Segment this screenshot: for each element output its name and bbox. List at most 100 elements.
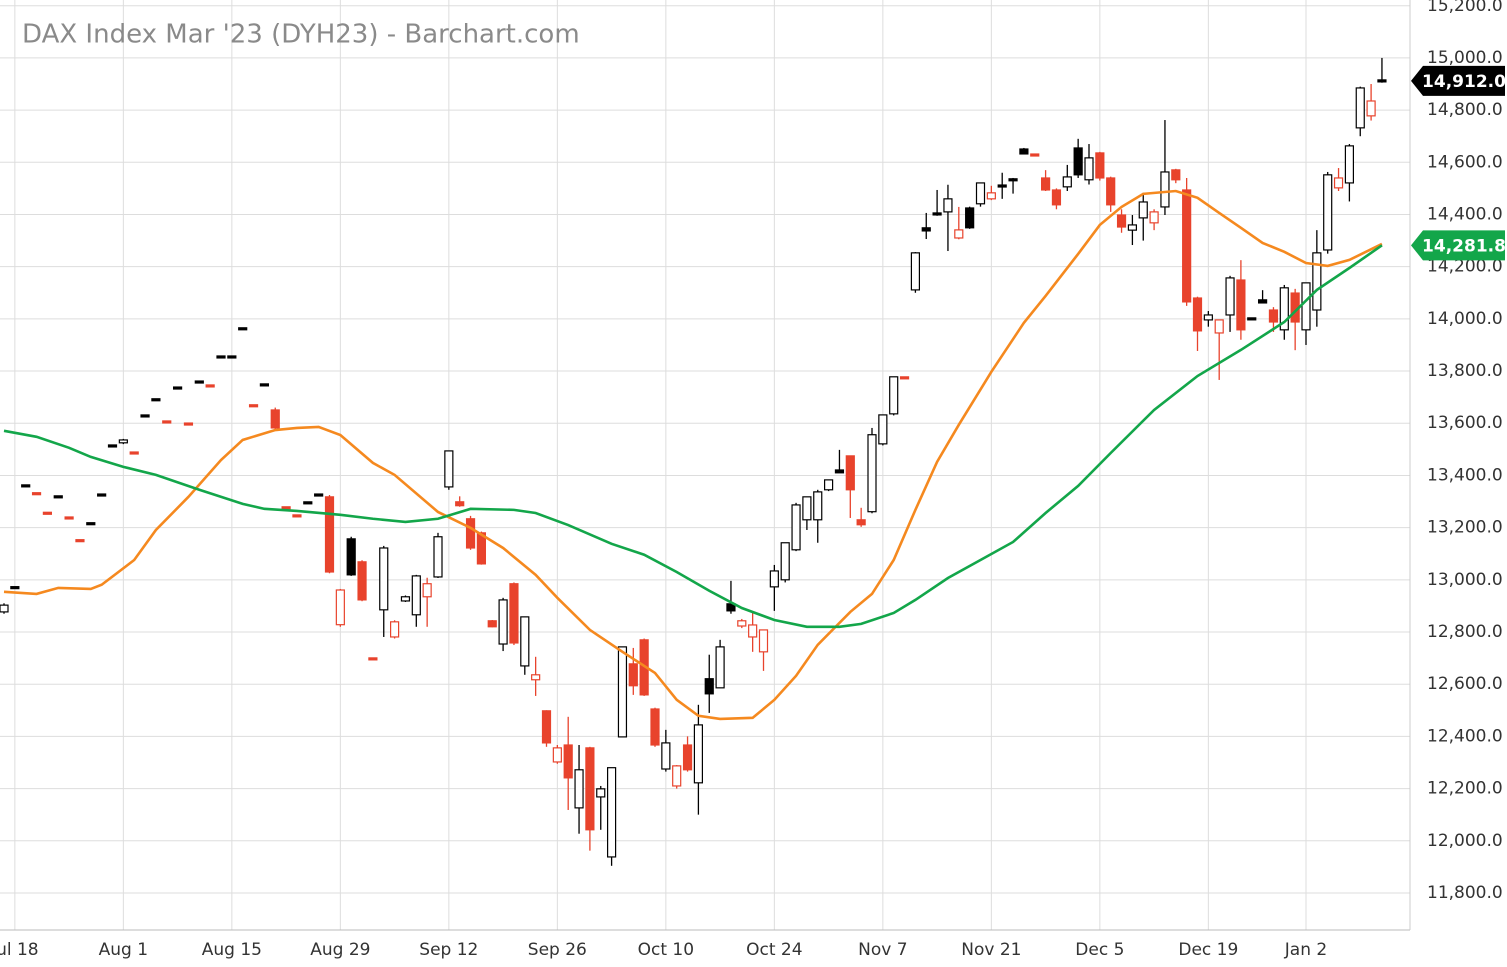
candle-body xyxy=(541,710,552,744)
candle-body xyxy=(194,380,204,384)
candle-body xyxy=(487,620,497,628)
candle-body xyxy=(596,788,606,798)
candle-body xyxy=(520,616,530,667)
moving-average-line xyxy=(3,189,1383,721)
x-tick-label: Aug 15 xyxy=(202,940,262,960)
x-tick-label: Aug 29 xyxy=(310,940,370,960)
candle-body xyxy=(813,491,823,521)
grid xyxy=(0,0,1410,930)
candle-body xyxy=(1355,87,1365,129)
candle-body xyxy=(975,182,986,205)
candle-body xyxy=(574,769,584,809)
y-tick-label: 13,400.0 xyxy=(1427,465,1503,485)
y-tick-label: 11,800.0 xyxy=(1427,883,1503,903)
candle-body xyxy=(845,455,855,491)
x-tick-label: Nov 21 xyxy=(961,940,1021,960)
candle-body xyxy=(1149,211,1159,224)
candle-body xyxy=(357,561,367,601)
candle-body xyxy=(455,501,465,507)
y-tick-label: 12,800.0 xyxy=(1427,622,1503,642)
y-tick-label: 15,000.0 xyxy=(1427,48,1503,68)
candle-body xyxy=(1344,145,1355,184)
candle-body xyxy=(97,493,107,497)
candle-body xyxy=(682,744,693,771)
chart-title: DAX Index Mar '23 (DYH23) - Barchart.com xyxy=(22,20,580,50)
candle-body xyxy=(954,229,964,239)
candle-body xyxy=(303,501,313,505)
candle-body xyxy=(737,620,747,627)
candle-body xyxy=(1127,224,1138,231)
candle-body xyxy=(270,409,280,429)
candle-body xyxy=(118,439,128,444)
candle-body xyxy=(151,398,161,402)
candle-body xyxy=(162,420,172,424)
x-tick-label: Dec 19 xyxy=(1178,940,1238,960)
candle-body xyxy=(75,539,85,543)
x-tick-label: Nov 7 xyxy=(858,940,907,960)
candle-body xyxy=(552,747,562,763)
y-tick-label: 12,400.0 xyxy=(1427,726,1503,746)
candle-body xyxy=(411,575,421,616)
y-tick-label: 14,600.0 xyxy=(1427,152,1503,172)
candle-body xyxy=(943,198,953,213)
candle-body xyxy=(0,604,9,613)
candle-body xyxy=(889,376,899,415)
candle-body xyxy=(227,355,237,359)
candle-body xyxy=(693,724,704,784)
candle-body xyxy=(1279,287,1289,331)
candle-body xyxy=(248,404,259,408)
candle-body xyxy=(965,207,975,229)
candle-body xyxy=(86,522,96,526)
candle-body xyxy=(444,450,454,488)
candle-body xyxy=(1008,178,1018,182)
y-tick-label: 13,000.0 xyxy=(1427,570,1503,590)
candle-body xyxy=(10,586,20,590)
candle-body xyxy=(259,383,269,387)
candle-body xyxy=(314,493,324,497)
candle-body xyxy=(1192,297,1203,332)
candle-body xyxy=(715,646,725,689)
candle-body xyxy=(292,514,302,518)
candle-body xyxy=(585,747,595,831)
candle-body xyxy=(1062,176,1072,188)
candle-body xyxy=(661,742,671,770)
candle-body xyxy=(64,516,74,520)
candle-body xyxy=(1203,314,1213,321)
candle-body xyxy=(400,596,411,602)
candle-body xyxy=(867,434,877,513)
y-tick-label: 13,200.0 xyxy=(1427,518,1503,538)
candle-body xyxy=(910,252,921,291)
price-tag-label: 14,912.0 xyxy=(1422,72,1506,92)
candle-body xyxy=(986,192,996,200)
candle-body xyxy=(1323,174,1333,251)
candle-body xyxy=(834,469,845,474)
candle-body xyxy=(1312,252,1322,311)
candle-body xyxy=(650,708,660,746)
candle-body xyxy=(368,657,378,661)
y-tick-label: 12,600.0 xyxy=(1427,674,1503,694)
candle-body xyxy=(997,184,1007,188)
candle-body xyxy=(1366,100,1376,117)
price-tag-label: 14,281.8 xyxy=(1422,236,1506,256)
candle-body xyxy=(1171,169,1181,181)
x-tick-label: Jan 2 xyxy=(1284,940,1327,960)
x-tick-label: Aug 1 xyxy=(99,940,148,960)
y-tick-label: 12,200.0 xyxy=(1427,779,1503,799)
candle-body xyxy=(726,603,736,612)
candle-body xyxy=(899,376,910,380)
candle-body xyxy=(238,327,248,331)
candle-body xyxy=(748,624,758,638)
x-tick-label: Sep 12 xyxy=(419,940,478,960)
candle-body xyxy=(856,519,866,526)
plot-area xyxy=(0,57,1387,866)
candle-body xyxy=(1040,177,1051,191)
candle-body xyxy=(281,506,291,510)
candle-body xyxy=(390,621,400,638)
candle-body xyxy=(42,511,53,515)
y-tick-label: 15,200.0 xyxy=(1427,0,1503,16)
y-tick-label: 14,000.0 xyxy=(1427,309,1503,329)
candle-body xyxy=(216,355,226,359)
candle-body xyxy=(628,663,638,687)
